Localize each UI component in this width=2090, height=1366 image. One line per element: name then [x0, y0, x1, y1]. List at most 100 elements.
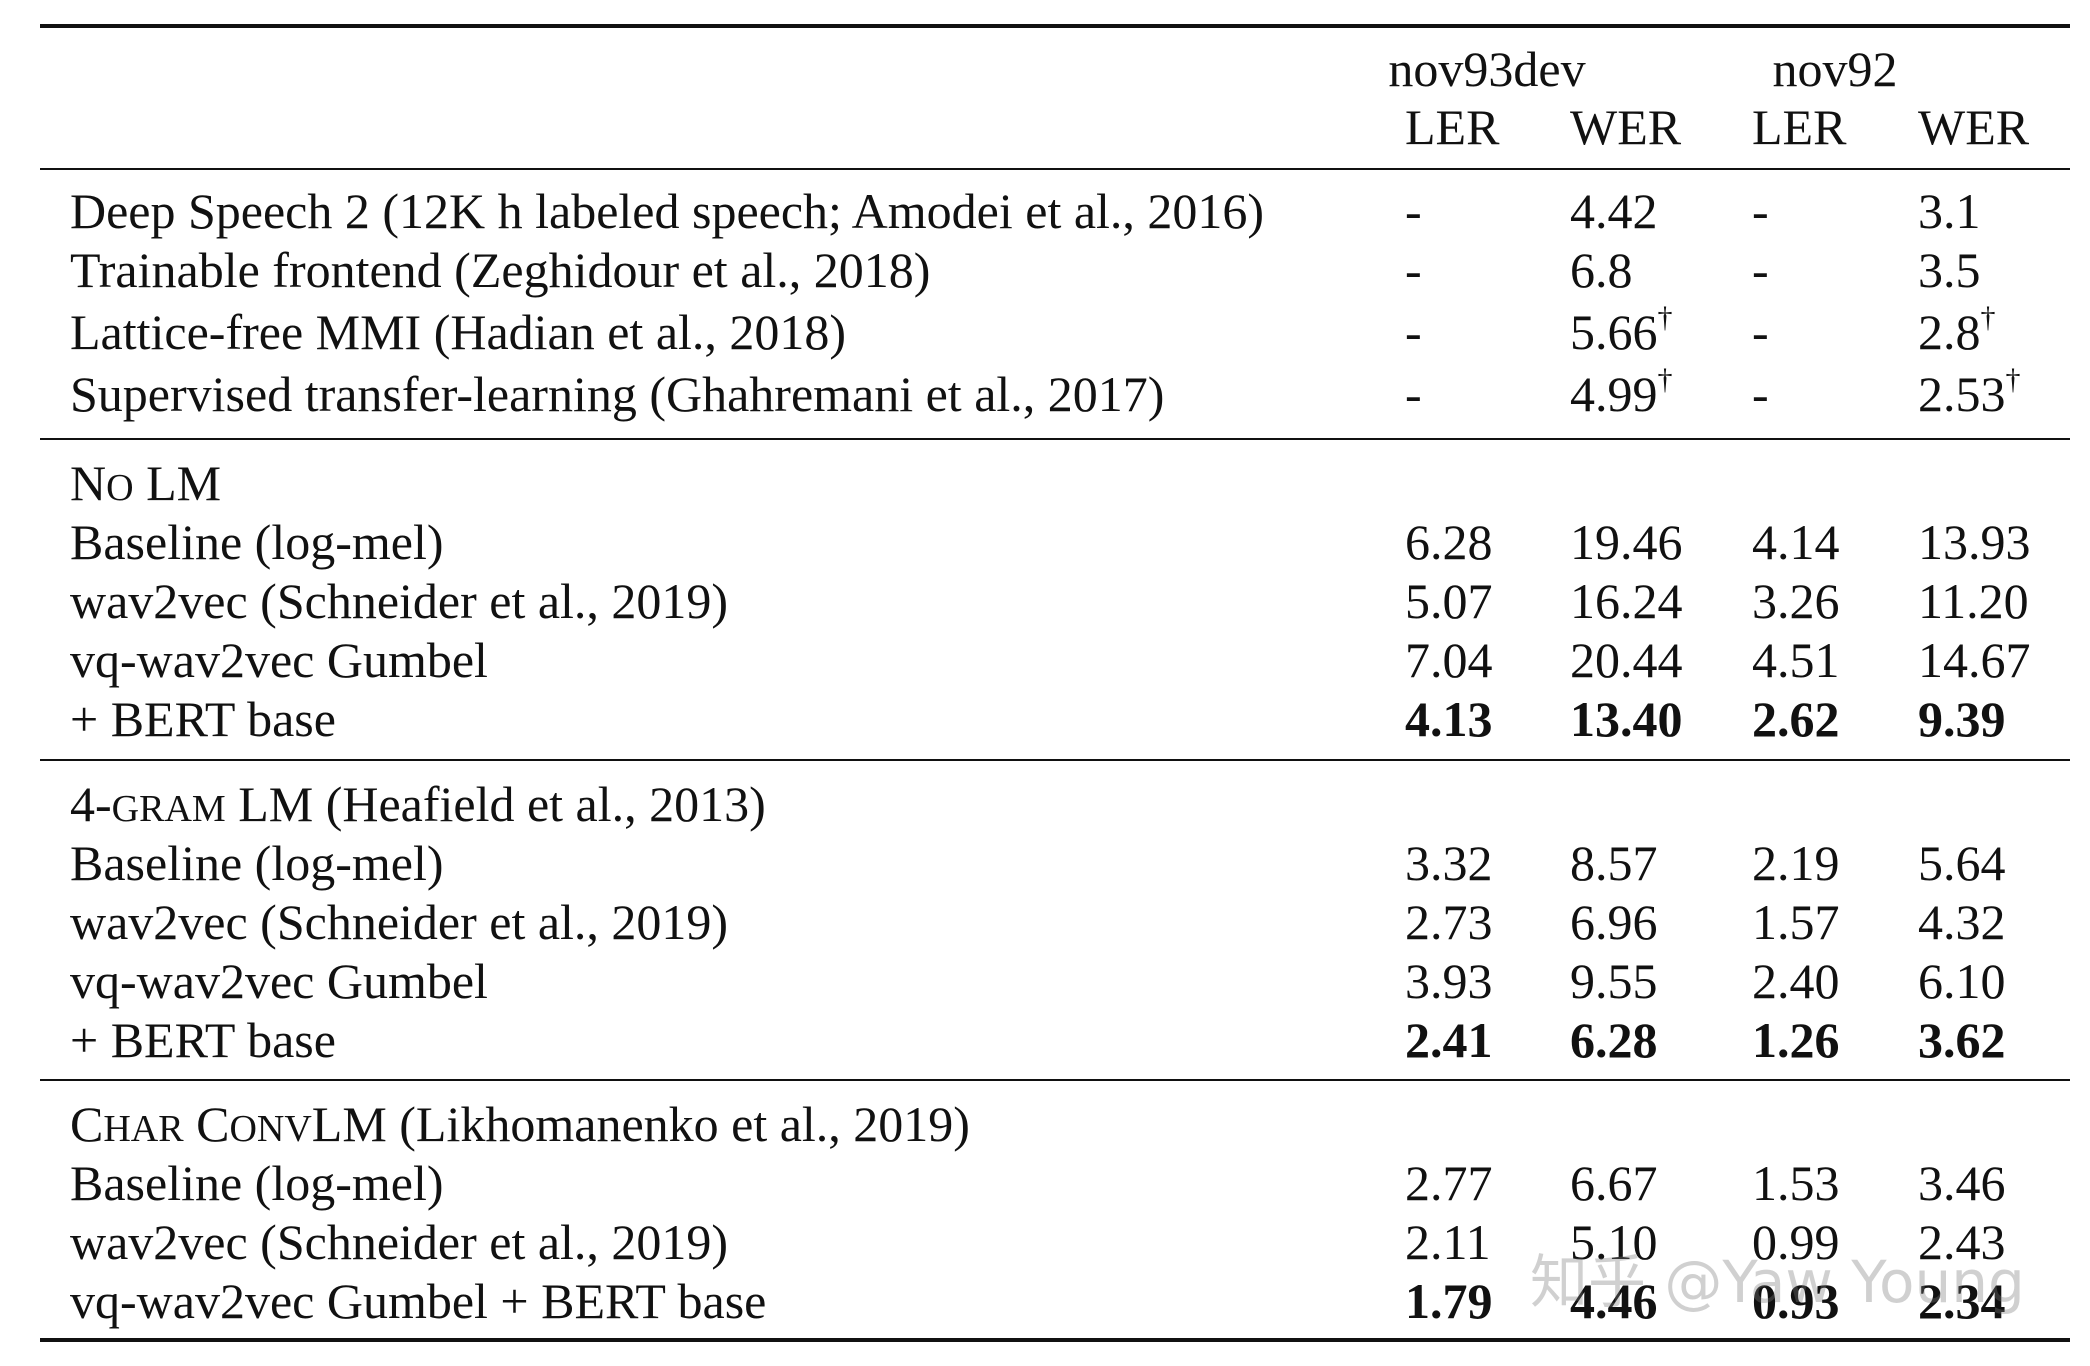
table-cell: 11.20: [1918, 572, 2029, 630]
cell-value: 4.99: [1570, 366, 1658, 422]
cell-value: 4.13: [1405, 691, 1493, 747]
row-label: wav2vec (Schneider et al., 2019): [70, 894, 729, 950]
cell-value: 3.46: [1918, 1155, 2006, 1211]
section-title-part: O: [106, 467, 134, 509]
cell-value: 0.99: [1752, 1214, 1840, 1270]
table-cell: 3.46: [1918, 1154, 2006, 1212]
section-rule: [40, 1079, 2070, 1081]
table-cell: 4.51: [1752, 631, 1840, 689]
cell-value: 6.67: [1570, 1155, 1658, 1211]
cell-value: 5.10: [1570, 1214, 1658, 1270]
table-cell: 4.46: [1570, 1272, 1658, 1330]
table-cell: -: [1405, 365, 1422, 423]
section-title-part: N: [70, 455, 107, 511]
cell-value: -: [1752, 366, 1769, 422]
table-cell: 16.24: [1570, 572, 1683, 630]
table-cell: 6.96: [1570, 893, 1658, 951]
cell-value: 3.26: [1752, 573, 1840, 629]
table-cell: 1.53: [1752, 1154, 1840, 1212]
table-cell: 4.42: [1570, 182, 1658, 240]
table-cell: 6.28: [1570, 1011, 1658, 1069]
header-column-ler: LER: [1405, 99, 1500, 155]
cell-value: 5.66: [1570, 304, 1658, 360]
header-column-wer: WER: [1918, 99, 2030, 155]
table-cell: -: [1752, 303, 1769, 361]
cell-value: -: [1752, 242, 1769, 298]
row-label: Baseline (log-mel): [70, 835, 444, 891]
header-group-nov93dev: nov93dev: [1388, 41, 1586, 97]
cell-value: 1.79: [1405, 1273, 1493, 1329]
cell-value: 8.57: [1570, 835, 1658, 891]
cell-value: 9.55: [1570, 953, 1658, 1009]
table-cell: 5.64: [1918, 834, 2006, 892]
cell-value: 6.96: [1570, 894, 1658, 950]
section-title: 4-GRAM LM (Heafield et al., 2013): [70, 775, 766, 838]
table-cell: 2.11: [1405, 1213, 1491, 1271]
section-title-part: LM (Likhomanenko et al., 2019): [311, 1096, 970, 1152]
row-label: wav2vec (Schneider et al., 2019): [70, 573, 729, 629]
table-cell: 3.62: [1918, 1011, 2006, 1069]
section-title-part: C: [183, 1096, 230, 1152]
table-cell: 9.55: [1570, 952, 1658, 1010]
section-rule: [40, 759, 2070, 761]
table-cell: 2.8†: [1918, 303, 1996, 361]
table-cell: 20.44: [1570, 631, 1683, 689]
table-cell: 4.32: [1918, 893, 2006, 951]
table-cell: -: [1405, 303, 1422, 361]
table-cell: 0.93: [1752, 1272, 1840, 1330]
dagger-mark: †: [2005, 363, 2021, 396]
table-cell: 2.41: [1405, 1011, 1493, 1069]
cell-value: 4.14: [1752, 514, 1840, 570]
cell-value: 4.42: [1570, 183, 1658, 239]
table-cell: 6.28: [1405, 513, 1493, 571]
cell-value: 9.39: [1918, 691, 2006, 747]
table-cell: 13.93: [1918, 513, 2031, 571]
cell-value: 0.93: [1752, 1273, 1840, 1329]
cell-value: 2.11: [1405, 1214, 1491, 1270]
cell-value: 6.28: [1405, 514, 1493, 570]
table-cell: 3.5: [1918, 241, 1981, 299]
section-title: CHAR CONVLM (Likhomanenko et al., 2019): [70, 1095, 970, 1158]
cell-value: 4.51: [1752, 632, 1840, 688]
table-cell: 4.99†: [1570, 365, 1673, 423]
section-title-part: 4-: [70, 776, 112, 832]
section-title-part: C: [70, 1096, 104, 1152]
header-group-nov92: nov92: [1772, 41, 1898, 97]
cell-value: 2.62: [1752, 691, 1840, 747]
table-cell: 8.57: [1570, 834, 1658, 892]
row-label: + BERT base: [70, 691, 336, 747]
section-rule: [40, 438, 2070, 440]
cell-value: 5.07: [1405, 573, 1493, 629]
table-cell: 6.8: [1570, 241, 1633, 299]
cell-value: 13.93: [1918, 514, 2031, 570]
cell-value: 6.8: [1570, 242, 1633, 298]
cell-value: -: [1405, 304, 1422, 360]
table-cell: -: [1752, 365, 1769, 423]
cell-value: -: [1405, 366, 1422, 422]
section-title-part: LM (Heafield et al., 2013): [225, 776, 766, 832]
header-rule: [40, 168, 2070, 170]
table-cell: 1.26: [1752, 1011, 1840, 1069]
cell-value: 1.26: [1752, 1012, 1840, 1068]
cell-value: 2.43: [1918, 1214, 2006, 1270]
cell-value: 4.46: [1570, 1273, 1658, 1329]
cell-value: 1.57: [1752, 894, 1840, 950]
row-label: Deep Speech 2 (12K h labeled speech; Amo…: [70, 183, 1265, 239]
cell-value: 2.19: [1752, 835, 1840, 891]
cell-value: -: [1405, 242, 1422, 298]
table-cell: 1.79: [1405, 1272, 1493, 1330]
cell-value: 1.53: [1752, 1155, 1840, 1211]
table-cell: 2.53†: [1918, 365, 2021, 423]
table-cell: 2.62: [1752, 690, 1840, 748]
table-cell: 14.67: [1918, 631, 2031, 689]
watermark: 知乎 @Yaw Young: [1530, 1248, 2025, 1316]
cell-value: 19.46: [1570, 514, 1683, 570]
table-cell: -: [1752, 241, 1769, 299]
table-cell: 6.67: [1570, 1154, 1658, 1212]
table-cell: 7.04: [1405, 631, 1493, 689]
cell-value: 16.24: [1570, 573, 1683, 629]
section-title-part: GRAM: [111, 788, 226, 830]
cell-value: 5.64: [1918, 835, 2006, 891]
table-cell: 5.07: [1405, 572, 1493, 630]
cell-value: 2.40: [1752, 953, 1840, 1009]
